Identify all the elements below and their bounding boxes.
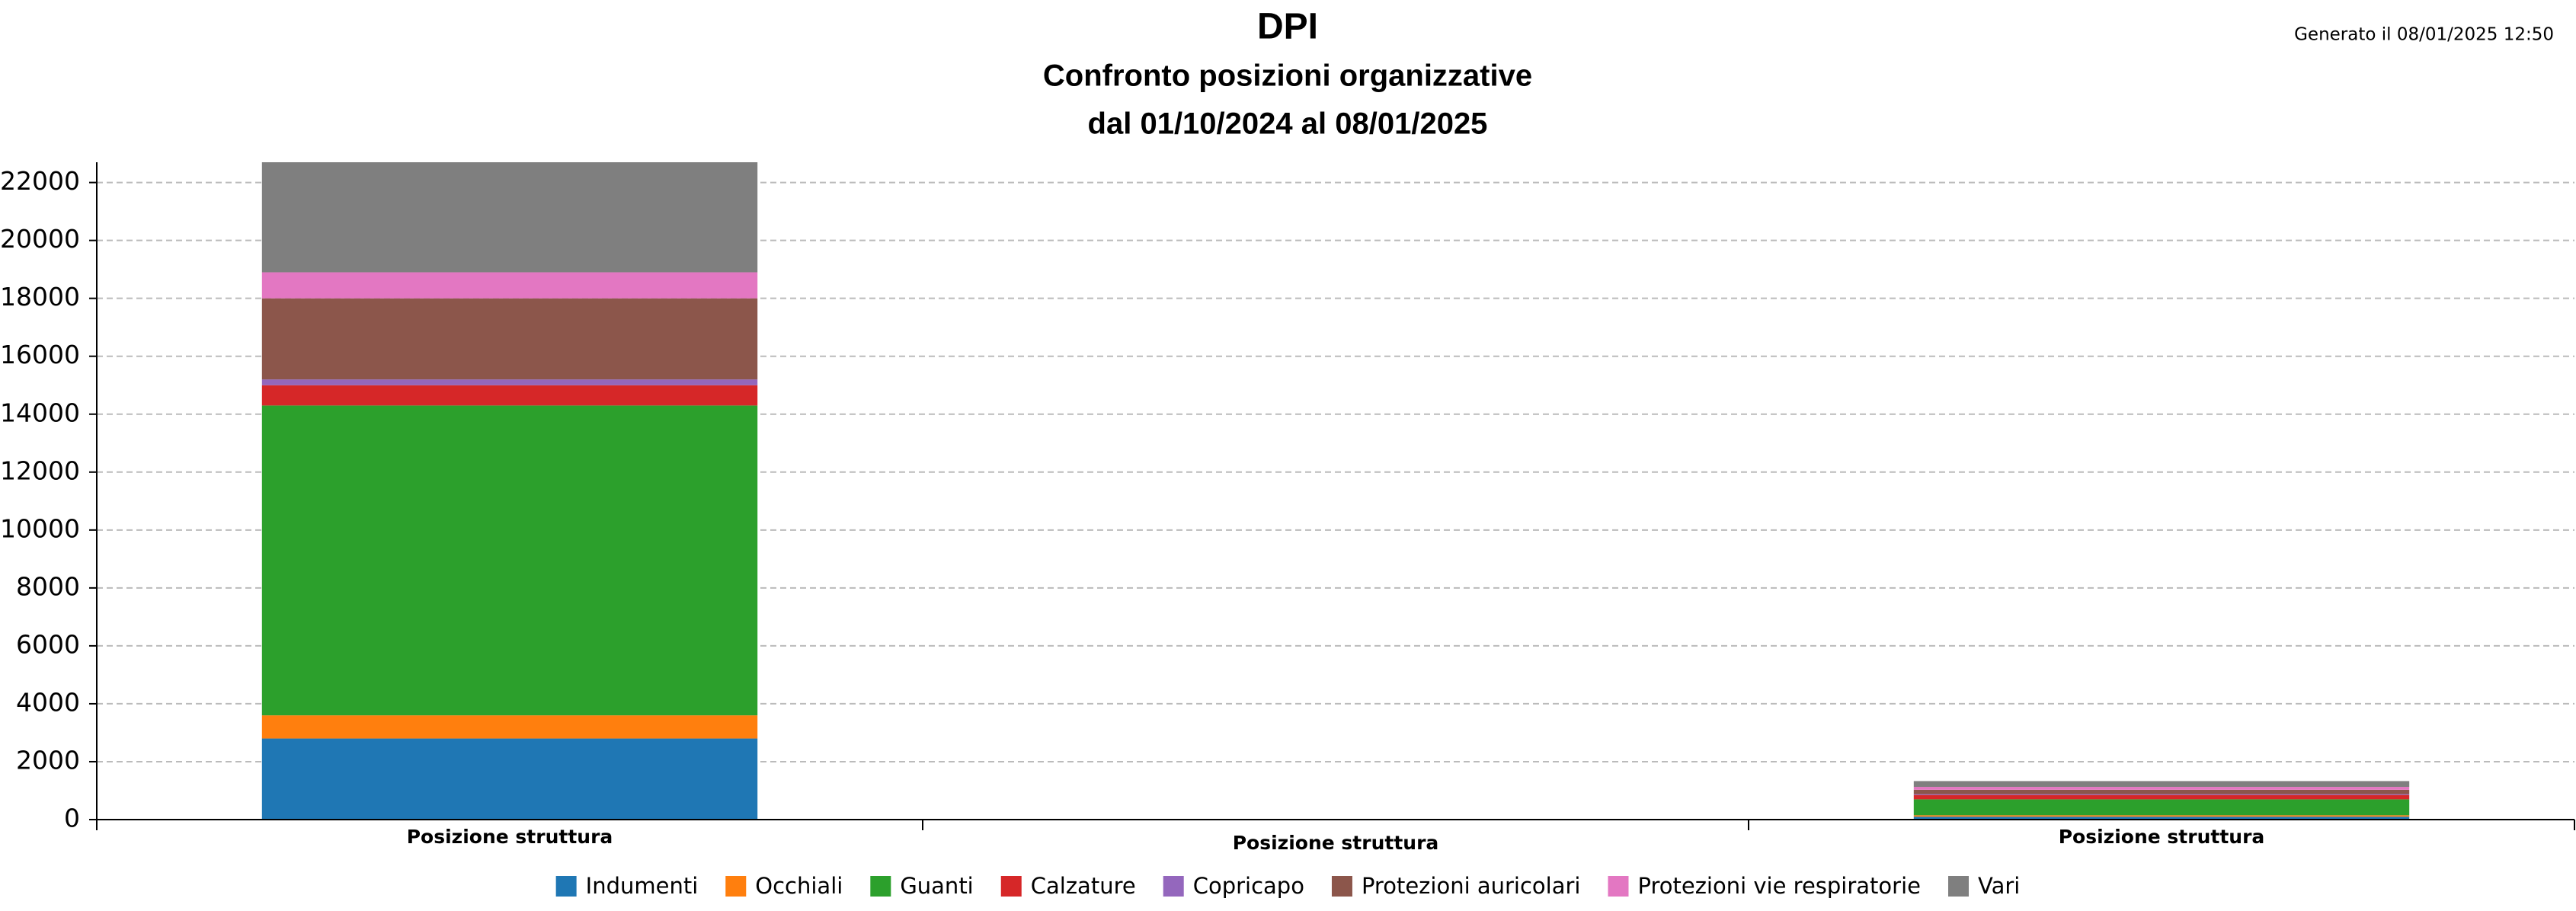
bar-segment: [261, 738, 758, 820]
y-tick-label: 0: [64, 804, 80, 833]
chart-subtitle: dal 01/10/2024 al 08/01/2025: [1088, 107, 1488, 141]
generated-note: Generato il 08/01/2025 12:50: [2294, 25, 2554, 45]
legend-label: Indumenti: [586, 873, 699, 899]
y-tick-label: 20000: [0, 224, 80, 254]
chart-title: DPI: [1257, 7, 1318, 47]
y-tick-label: 16000: [0, 340, 80, 369]
legend-label: Calzature: [1031, 873, 1136, 899]
bar-segment: [261, 298, 758, 380]
y-tick-label: 10000: [0, 513, 80, 543]
x-tick-label: Posizione struttura: [1233, 832, 1439, 854]
legend-swatch: [1000, 876, 1022, 897]
bar-segment: [261, 715, 758, 739]
bar-segment: [1913, 787, 2410, 790]
legend-label: Guanti: [900, 873, 973, 899]
bar-segment: [261, 405, 758, 716]
y-tick-label: 6000: [16, 629, 80, 659]
bar-segment: [1913, 815, 2410, 817]
legend-swatch: [1163, 876, 1184, 897]
legend-label: Protezioni vie respiratorie: [1637, 873, 1921, 899]
legend-label: Vari: [1978, 873, 2020, 899]
bar-segment: [1913, 794, 2410, 795]
legend-swatch: [725, 876, 747, 897]
y-tick-label: 4000: [16, 687, 80, 717]
bar-segment: [261, 379, 758, 385]
y-tick-label: 12000: [0, 456, 80, 485]
y-tick-label: 2000: [16, 745, 80, 775]
legend-swatch: [1948, 876, 1970, 897]
legend-swatch: [870, 876, 891, 897]
legend-swatch: [555, 876, 577, 897]
x-tick-label: Posizione struttura: [407, 826, 613, 848]
bar-segment: [1913, 817, 2410, 820]
bar-segment: [1913, 794, 2410, 800]
bar-segment: [261, 162, 758, 273]
legend-label: Occhiali: [755, 873, 843, 899]
legend-swatch: [1608, 876, 1629, 897]
y-tick-label: 22000: [0, 166, 80, 196]
y-tick-label: 8000: [16, 571, 80, 601]
bar-segment: [1913, 781, 2410, 788]
x-tick-label: Posizione struttura: [2059, 826, 2265, 848]
y-tick-label: 18000: [0, 282, 80, 312]
bar-segment: [261, 272, 758, 299]
legend-swatch: [1331, 876, 1352, 897]
chart-subtitle: Confronto posizioni organizzative: [1043, 59, 1532, 93]
bar-segment: [1913, 789, 2410, 794]
legend-label: Protezioni auricolari: [1362, 873, 1581, 899]
legend-label: Copricapo: [1193, 873, 1304, 899]
y-tick-label: 14000: [0, 398, 80, 427]
bar-segment: [261, 385, 758, 406]
bar-segment: [1913, 799, 2410, 816]
